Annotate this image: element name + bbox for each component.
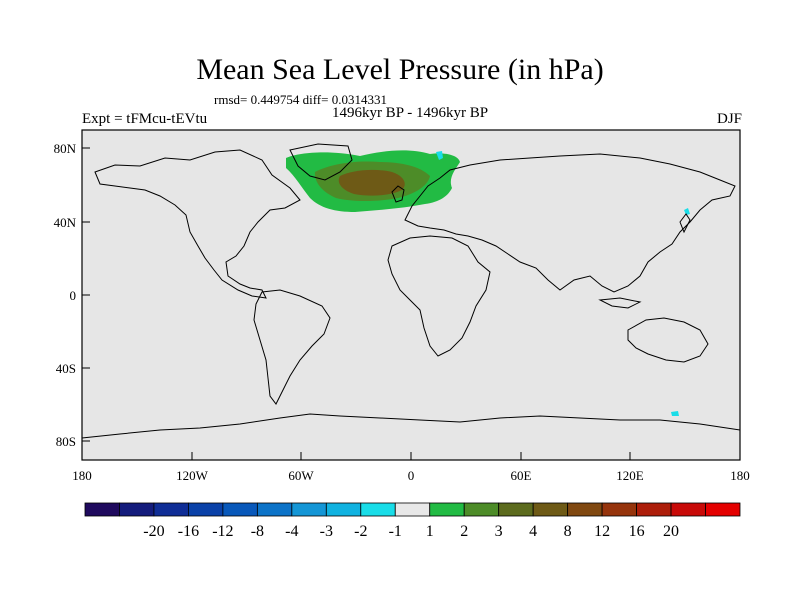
experiment-label: Expt = tFMcu-tEVtu (82, 111, 208, 127)
colorbar-swatch (394, 502, 431, 517)
colorbar-label: 4 (529, 523, 537, 540)
colorbar-swatch (291, 502, 327, 517)
colorbar-label: -16 (178, 523, 199, 540)
colorbar-swatch (119, 502, 155, 517)
longitude-axis: 180 120W 60W 0 60E 120E 180 (72, 452, 750, 483)
latitude-axis: 80N 40N 0 40S 80S (54, 141, 90, 449)
coast-antarctica (81, 413, 741, 439)
anomaly-region-level-3 (338, 169, 405, 196)
negative-anomaly-spot-antarctic (671, 411, 679, 416)
coast-greenland (289, 143, 353, 181)
colorbar-swatch (532, 502, 569, 517)
coast-eurasia (404, 153, 736, 293)
colorbar-swatch (360, 502, 396, 517)
colorbar: -20 -16 -12 -8 -4 -3 -2 -1 1 2 3 4 8 12 16 20 (84, 502, 741, 540)
colorbar-swatch (567, 502, 603, 517)
lat-tick-label: 80S (56, 434, 76, 449)
negative-anomaly-spot-japan (684, 208, 690, 215)
colorbar-label: -20 (143, 523, 164, 540)
colorbar-label: 12 (594, 523, 610, 540)
coastlines (81, 143, 741, 439)
lat-tick-label: 0 (70, 288, 77, 303)
map-title: Mean Sea Level Pressure (in hPa) (196, 53, 604, 86)
coast-indonesia (598, 297, 642, 309)
colorbar-label: -1 (389, 523, 402, 540)
colorbar-label: -4 (285, 523, 298, 540)
lon-tick-label: 120W (176, 468, 209, 483)
colorbar-swatch (429, 502, 465, 517)
coast-australia (627, 317, 709, 363)
lat-tick-label: 80N (54, 141, 77, 156)
colorbar-swatch (705, 502, 741, 517)
colorbar-label: 20 (663, 523, 679, 540)
colorbar-swatch (256, 502, 293, 517)
colorbar-label: -2 (354, 523, 367, 540)
colorbar-swatch (222, 502, 258, 517)
coast-north-america (94, 149, 301, 299)
lon-tick-label: 60W (288, 468, 314, 483)
lat-tick-label: 40N (54, 215, 77, 230)
lon-tick-label: 120E (616, 468, 644, 483)
colorbar-swatch (325, 502, 362, 517)
colorbar-swatch (84, 502, 120, 517)
colorbar-label: 8 (564, 523, 572, 540)
colorbar-swatch (670, 502, 706, 517)
lon-tick-label: 180 (72, 468, 92, 483)
lon-tick-label: 0 (408, 468, 415, 483)
season-label: DJF (716, 111, 742, 127)
lon-tick-label: 180 (730, 468, 750, 483)
stats-label: rmsd= 0.449754 diff= 0.0314331 (214, 92, 387, 107)
lat-tick-label: 40S (56, 361, 76, 376)
colorbar-swatch (153, 502, 189, 517)
coast-africa (387, 235, 491, 357)
negative-anomaly-spot-scandinavia (436, 151, 443, 160)
colorbar-label: 3 (495, 523, 503, 540)
coast-japan (679, 213, 691, 234)
colorbar-swatch (601, 502, 637, 517)
coast-british-isles (391, 185, 405, 203)
colorbar-label: -12 (212, 523, 233, 540)
coast-south-america (253, 289, 331, 405)
colorbar-swatch (188, 502, 224, 517)
colorbar-label: 16 (629, 523, 645, 540)
lon-tick-label: 60E (511, 468, 532, 483)
colorbar-label: -3 (320, 523, 333, 540)
colorbar-swatch (463, 502, 500, 517)
period-label: 1496kyr BP - 1496kyr BP (331, 105, 489, 121)
colorbar-swatch (498, 502, 534, 517)
colorbar-label: 2 (460, 523, 468, 540)
colorbar-swatch (636, 502, 672, 517)
colorbar-label: -8 (251, 523, 264, 540)
colorbar-label: 1 (426, 523, 434, 540)
